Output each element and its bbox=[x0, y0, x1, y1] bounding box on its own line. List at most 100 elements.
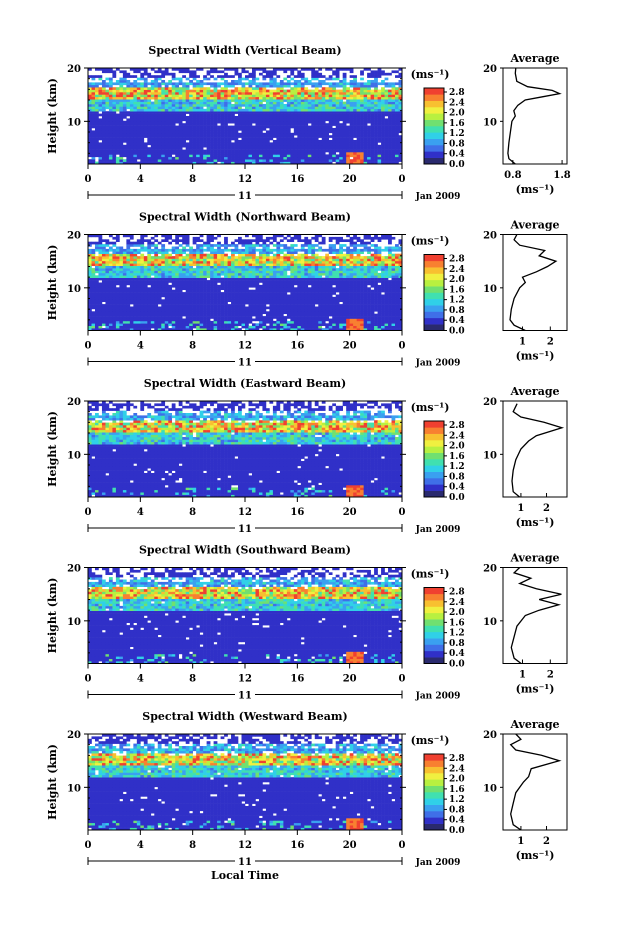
colorbar-swatch bbox=[424, 274, 444, 281]
colorbar-tick-label: 2.4 bbox=[449, 98, 465, 108]
colorbar-swatch bbox=[424, 798, 444, 805]
colorbar-swatch bbox=[424, 151, 444, 158]
date-marker: 11 bbox=[238, 691, 252, 702]
date-marker: 11 bbox=[238, 358, 252, 369]
average-profile-line bbox=[511, 568, 561, 664]
colorbar-tick-label: 2.8 bbox=[449, 754, 465, 764]
colorbar-swatch bbox=[424, 805, 444, 812]
colorbar-tick-label: 0.0 bbox=[449, 826, 465, 836]
average-x-axis-label: (ms⁻¹) bbox=[516, 683, 555, 696]
x-tick-label: 4 bbox=[137, 674, 144, 685]
colorbar-swatch bbox=[424, 472, 444, 479]
x-tick-label: 0 bbox=[85, 507, 92, 518]
y-axis-label: Height (km) bbox=[46, 245, 59, 321]
colorbar-unit-label: (ms⁻¹) bbox=[411, 734, 450, 747]
date-marker: 11 bbox=[238, 191, 252, 202]
x-tick-label: 4 bbox=[137, 174, 144, 185]
colorbar-swatch bbox=[424, 255, 444, 262]
x-tick-label: 16 bbox=[290, 674, 304, 685]
average-y-tick-label: 10 bbox=[483, 783, 497, 794]
panel-2: Spectral Width (Northward Beam)1020Heigh… bbox=[46, 211, 567, 369]
x-tick-label: 20 bbox=[343, 840, 357, 851]
colorbar-swatch bbox=[424, 478, 444, 485]
colorbar-swatch bbox=[424, 305, 444, 312]
average-y-tick-label: 20 bbox=[483, 730, 497, 741]
colorbar-tick-label: 2.0 bbox=[449, 775, 465, 785]
x-tick-label: 4 bbox=[137, 341, 144, 352]
average-title: Average bbox=[509, 385, 559, 398]
colorbar-tick-label: 0.8 bbox=[449, 805, 465, 815]
colorbar-tick-label: 2.0 bbox=[449, 275, 465, 285]
colorbar-swatch bbox=[424, 600, 444, 607]
colorbar-tick-label: 0.4 bbox=[449, 150, 465, 160]
colorbar-tick-label: 2.8 bbox=[449, 588, 465, 598]
average-x-tick-label: 2 bbox=[543, 503, 550, 514]
average-y-tick-label: 10 bbox=[483, 284, 497, 295]
date-label: Jan 2009 bbox=[415, 692, 461, 702]
colorbar-tick-label: 1.6 bbox=[449, 785, 465, 795]
date-marker: 11 bbox=[238, 524, 252, 535]
average-x-axis-label: (ms⁻¹) bbox=[516, 350, 555, 363]
x-tick-label: 16 bbox=[290, 507, 304, 518]
colorbar-swatch bbox=[424, 792, 444, 799]
colorbar-swatch bbox=[424, 427, 444, 434]
x-tick-label: 4 bbox=[137, 507, 144, 518]
colorbar-swatch bbox=[424, 657, 444, 664]
colorbar-swatch bbox=[424, 651, 444, 658]
colorbar-swatch bbox=[424, 632, 444, 639]
colorbar-swatch bbox=[424, 261, 444, 268]
panel-4: Spectral Width (Southward Beam)1020Heigh… bbox=[46, 544, 567, 702]
y-tick-label: 10 bbox=[67, 783, 81, 794]
colorbar-swatch bbox=[424, 88, 444, 95]
colorbar-tick-label: 2.0 bbox=[449, 442, 465, 452]
x-tick-label: 8 bbox=[189, 174, 196, 185]
average-x-tick-label: 1 bbox=[519, 670, 526, 681]
colorbar-swatch bbox=[424, 299, 444, 306]
colorbar-tick-label: 2.4 bbox=[449, 265, 465, 275]
x-tick-label: 8 bbox=[189, 507, 196, 518]
x-tick-label: 0 bbox=[85, 840, 92, 851]
colorbar-swatch bbox=[424, 101, 444, 108]
colorbar-tick-label: 0.4 bbox=[449, 649, 465, 659]
average-title: Average bbox=[509, 718, 559, 731]
x-tick-label: 0 bbox=[85, 674, 92, 685]
colorbar-tick-label: 2.8 bbox=[449, 255, 465, 265]
average-y-tick-label: 20 bbox=[483, 397, 497, 408]
average-frame bbox=[503, 68, 567, 164]
average-x-tick-label: 1.8 bbox=[553, 170, 570, 181]
colorbar-tick-label: 2.4 bbox=[449, 598, 465, 608]
date-label: Jan 2009 bbox=[415, 192, 461, 202]
y-axis-label: Height (km) bbox=[46, 411, 59, 487]
date-label: Jan 2009 bbox=[415, 858, 461, 868]
average-x-tick-label: 2 bbox=[547, 337, 554, 348]
colorbar-tick-label: 1.2 bbox=[449, 462, 465, 472]
y-tick-label: 10 bbox=[67, 284, 81, 295]
x-tick-label: 0 bbox=[399, 174, 406, 185]
colorbar-swatch bbox=[424, 120, 444, 127]
average-x-tick-label: 1 bbox=[519, 337, 526, 348]
y-tick-label: 20 bbox=[67, 397, 81, 408]
x-tick-label: 20 bbox=[343, 674, 357, 685]
colorbar-tick-label: 0.8 bbox=[449, 306, 465, 316]
colorbar-tick-label: 1.6 bbox=[449, 618, 465, 628]
x-tick-label: 12 bbox=[238, 341, 252, 352]
average-x-tick-label: 2 bbox=[543, 836, 550, 847]
colorbar-swatch bbox=[424, 318, 444, 325]
colorbar-tick-label: 0.0 bbox=[449, 327, 465, 337]
average-x-axis-label: (ms⁻¹) bbox=[516, 183, 555, 196]
average-profile-line bbox=[511, 734, 560, 830]
colorbar-swatch bbox=[424, 607, 444, 614]
x-tick-label: 0 bbox=[399, 507, 406, 518]
x-tick-label: 12 bbox=[238, 174, 252, 185]
colorbar-swatch bbox=[424, 626, 444, 633]
x-tick-label: 4 bbox=[137, 840, 144, 851]
heatmap bbox=[88, 734, 402, 830]
colorbar-tick-label: 1.2 bbox=[449, 296, 465, 306]
average-profile-line bbox=[512, 404, 562, 497]
colorbar-swatch bbox=[424, 760, 444, 767]
colorbar-swatch bbox=[424, 779, 444, 786]
heatmap bbox=[88, 568, 402, 664]
x-tick-label: 16 bbox=[290, 341, 304, 352]
y-tick-label: 20 bbox=[67, 231, 81, 242]
colorbar-tick-label: 0.4 bbox=[449, 316, 465, 326]
